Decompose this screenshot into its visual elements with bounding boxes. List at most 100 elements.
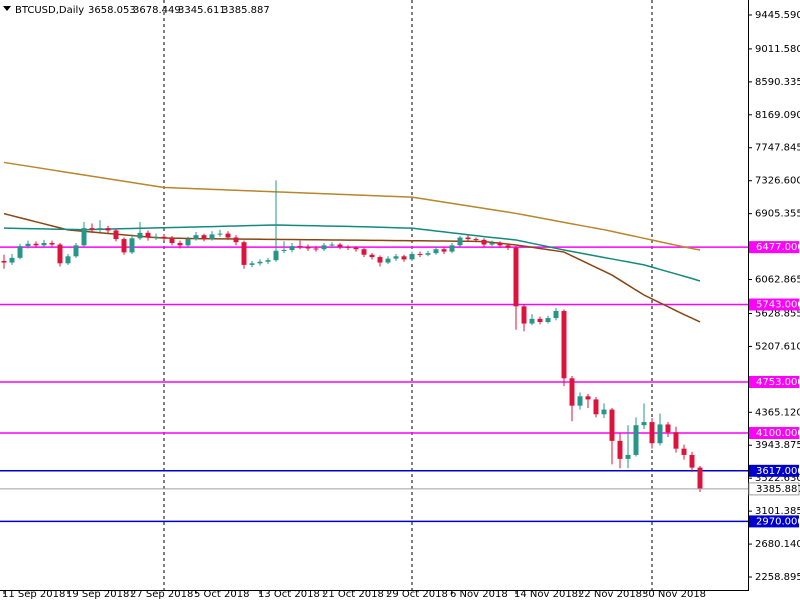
level-label: 2970.000 [756,516,800,527]
candle-body [177,242,183,246]
candle-body [337,244,343,247]
chart-title: BTCUSD,Daily [15,5,84,16]
candle-body [689,454,695,468]
y-tick-label: 7326.600 [755,176,800,187]
moving-average [3,224,701,282]
y-tick-label: 2258.895 [755,572,800,583]
candle-body [305,246,311,249]
candle-body [369,254,375,258]
candle-body [401,256,407,260]
candle-body [529,318,535,324]
candle-body [513,247,519,307]
candle-body [393,256,399,259]
level-label-box [749,375,799,388]
candle-body [81,228,87,246]
candle-body [121,239,127,253]
candle-body [569,378,575,406]
candle-body [593,399,599,415]
x-tick-label: 29 Oct 2018 [386,589,448,600]
level-label: 5743.000 [756,300,800,311]
candle-body [497,242,503,246]
y-tick-label: 3943.875 [755,440,800,451]
candle-body [537,318,543,322]
level-label: 6477.000 [756,242,800,253]
candle-body [273,250,279,261]
level-label: 3617.000 [756,466,800,477]
candle-body [609,409,615,441]
candle-body [649,422,655,444]
candle-body [129,238,135,253]
candle-body [97,228,103,230]
x-tick-label: 5 Oct 2018 [194,589,249,600]
candle-body [633,425,639,455]
symbol-menu-icon[interactable] [3,6,11,11]
candle-body [113,230,119,240]
y-tick-label: 5207.610 [755,341,800,352]
y-tick-label: 2680.140 [755,539,800,550]
candle-body [329,244,335,246]
candle-body [249,263,255,265]
level-label-box [749,241,799,254]
candle-body [425,253,431,255]
candle-body [9,257,15,263]
moving-average [3,212,701,323]
candle-body [257,261,263,264]
price-label-box [748,482,800,496]
y-tick-label: 3522.630 [755,473,800,484]
candle-body [161,236,167,239]
y-tick-label: 5628.855 [755,308,800,319]
level-label-box [749,298,799,311]
candle-body [617,440,623,459]
ohlc-high: 3678.449 [133,5,181,16]
y-tick-label: 6062.865 [755,275,800,286]
candle-body [625,454,631,459]
candle-body [57,244,63,264]
candle-body [89,228,95,230]
candle-body [201,235,207,240]
candle-body [457,237,463,246]
candle-body [561,311,567,379]
ohlc-close: 3385.887 [222,5,270,16]
candle-body [49,242,55,245]
candle-body [289,246,295,251]
x-tick-label: 21 Oct 2018 [322,589,384,600]
x-tick-label: 14 Nov 2018 [514,589,578,600]
candle-body [297,246,303,248]
candle-body [521,306,527,324]
candle-body [41,242,47,246]
level-label-box [749,515,799,528]
x-tick-label: 6 Nov 2018 [450,589,508,600]
candle-body [601,409,607,415]
candle-body [545,318,551,322]
moving-average [3,161,701,251]
candle-body [241,242,247,265]
candle-body [137,232,143,239]
candle-body [313,248,319,250]
candle-body [233,237,239,243]
candle-body [265,260,271,262]
candle-body [697,467,703,489]
candle-body [1,260,7,263]
candle-body [465,237,471,240]
level-label: 4100.000 [756,428,800,439]
candle-body [281,250,287,252]
candle-body [169,238,175,243]
plot-area [0,161,748,523]
candle-body [385,258,391,263]
candle-body [673,432,679,449]
candle-body [681,448,687,455]
candle-body [441,249,447,252]
candle-body [25,243,31,247]
candle-body [665,424,671,433]
candle-body [209,234,215,240]
candle-body [353,247,359,250]
candle-body [225,233,231,238]
candle-body [489,242,495,245]
y-tick-label: 9011.580 [755,44,800,55]
candle-body [449,245,455,252]
candle-body [553,311,559,319]
candle-body [433,249,439,254]
candle-body [377,257,383,263]
